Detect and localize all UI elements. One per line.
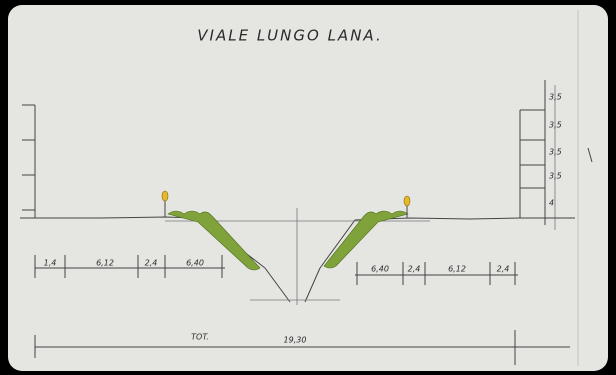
height-label: 3,5 xyxy=(549,121,562,130)
dimension-label: 6,40 xyxy=(371,265,389,274)
dimension-label: 2,4 xyxy=(145,259,158,268)
dimension-label: 6,12 xyxy=(448,265,466,274)
height-label: 3,5 xyxy=(549,93,562,102)
dimension-label: 2,4 xyxy=(497,265,510,274)
paper xyxy=(8,5,608,371)
dimension-label: 1,4 xyxy=(44,259,57,268)
height-label: 3,5 xyxy=(549,172,562,181)
drawing: VIALE LUNGO LANA. 3,5 3,5 3,5 3,5 4 xyxy=(0,0,616,375)
title: VIALE LUNGO LANA. xyxy=(197,27,382,45)
dimension-label: 6,40 xyxy=(186,259,204,268)
height-label: 3,5 xyxy=(549,148,562,157)
dimension-label: 2,4 xyxy=(408,265,421,274)
dimension-label: 6,12 xyxy=(96,259,114,268)
height-label: 4 xyxy=(549,199,554,208)
total-value: 19,30 xyxy=(284,336,307,345)
total-label: TOT. xyxy=(191,333,209,342)
